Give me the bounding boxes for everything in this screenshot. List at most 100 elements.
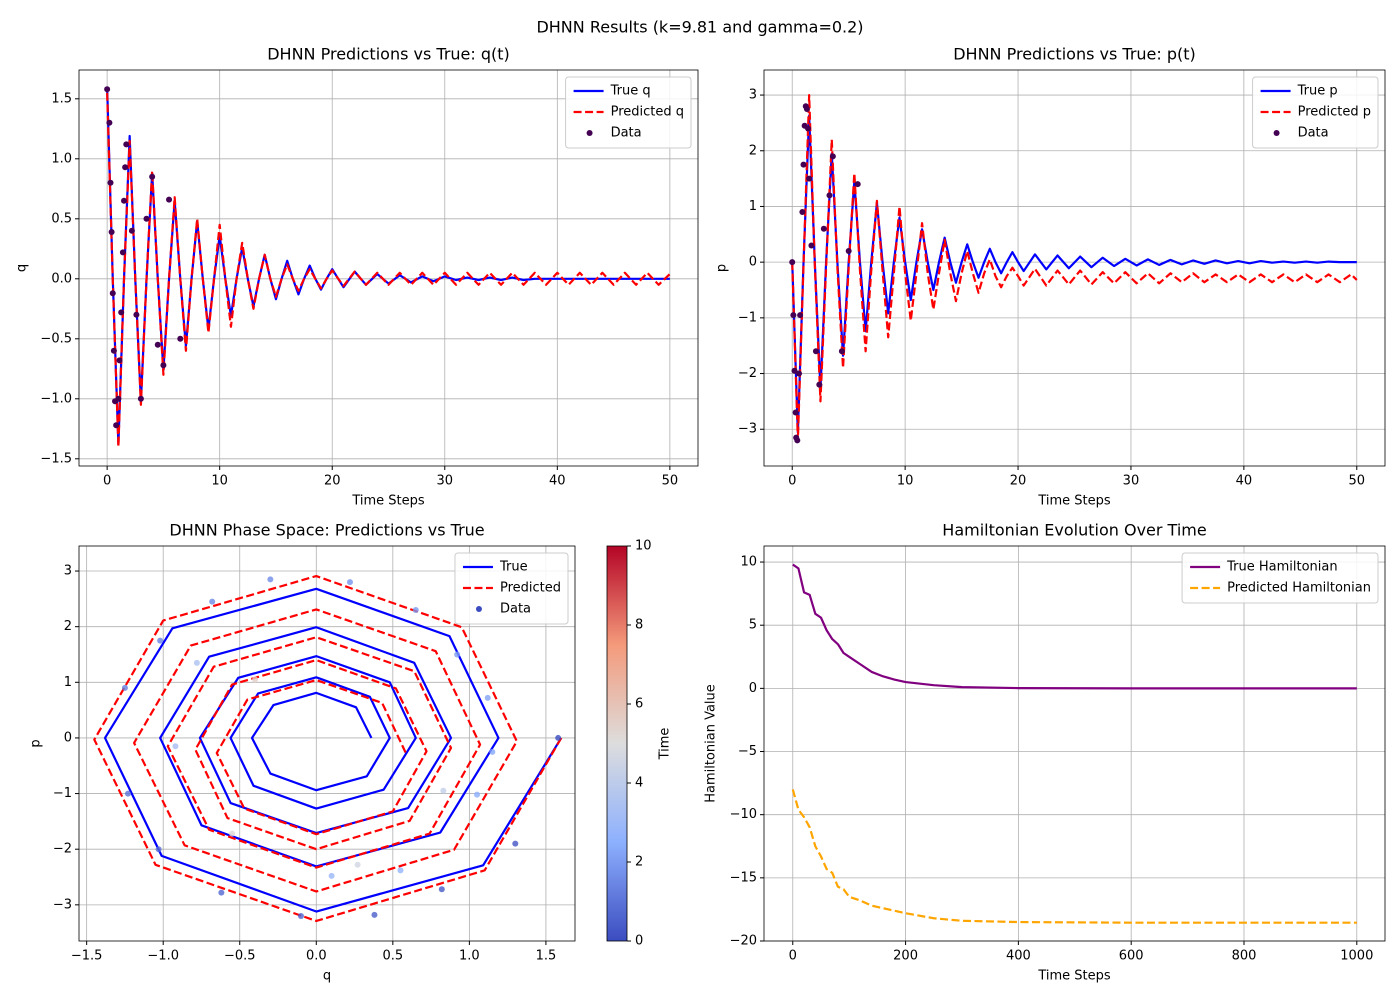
legend-label: Data	[500, 602, 531, 617]
data-point	[371, 911, 378, 918]
y-tick-label: 3	[64, 564, 72, 579]
data-point	[155, 846, 162, 853]
subplot-title: DHNN Phase Space: Predictions vs True	[169, 521, 484, 540]
data-point	[826, 192, 833, 199]
x-tick-label: 200	[893, 949, 918, 964]
x-tick-label: −1.0	[147, 949, 179, 964]
y-tick-label: 5	[749, 618, 757, 633]
series-line	[792, 563, 1357, 690]
data-point	[489, 748, 496, 755]
y-tick-label: 0.5	[51, 211, 72, 226]
data-point	[789, 259, 796, 266]
data-point	[149, 173, 156, 180]
data-point	[154, 341, 161, 348]
colorbar-tick-label: 0	[635, 934, 643, 949]
x-tick-label: 40	[549, 474, 566, 489]
x-axis-label: q	[323, 969, 331, 984]
legend-marker	[1273, 130, 1280, 136]
colorbar-tick-label: 2	[635, 855, 643, 870]
x-tick-label: 0.5	[382, 949, 403, 964]
axes-frame	[78, 69, 699, 467]
legend-label: Predicted Hamiltonian	[1227, 581, 1371, 596]
data-point	[108, 229, 115, 235]
x-tick-label: 20	[1010, 474, 1027, 489]
y-tick-label: −15	[730, 870, 757, 885]
data-point	[412, 606, 419, 613]
y-tick-label: 2	[64, 619, 72, 634]
x-tick-label: −0.5	[224, 949, 256, 964]
series-line	[791, 93, 1358, 442]
data-point	[109, 290, 116, 297]
axes-frame	[78, 545, 576, 942]
data-point	[854, 181, 861, 188]
y-tick-label: 3	[749, 88, 757, 103]
y-axis-label: p	[29, 739, 44, 747]
data-point	[794, 437, 801, 444]
legend-label: Predicted	[500, 581, 561, 596]
data-point	[805, 125, 812, 132]
subplot-title: DHNN Predictions vs True: q(t)	[267, 45, 510, 64]
data-point	[816, 381, 823, 388]
legend: True Predicted Data	[454, 552, 569, 625]
data-point	[160, 362, 167, 369]
data-point	[845, 248, 852, 255]
y-tick-label: −2	[738, 366, 757, 381]
colorbar-label: Time	[658, 728, 673, 761]
data-point	[166, 196, 173, 203]
data-point	[796, 370, 803, 377]
legend-label: Data	[611, 126, 642, 141]
data-point	[143, 215, 150, 222]
colorbar-tick-label: 6	[635, 697, 643, 712]
data-point	[474, 791, 481, 798]
y-tick-label: 0.0	[51, 271, 72, 286]
data-point	[123, 141, 130, 148]
series-line	[106, 92, 671, 448]
data-point	[133, 311, 140, 318]
legend-marker	[586, 130, 593, 136]
data-point	[119, 249, 126, 256]
data-point	[104, 86, 111, 93]
x-tick-label: 1000	[1340, 949, 1373, 964]
y-tick-label: 10	[740, 555, 757, 570]
x-tick-label: 400	[1006, 949, 1031, 964]
y-tick-label: −10	[730, 807, 757, 822]
x-axis-label: Time Steps	[1037, 969, 1111, 984]
y-tick-label: 1.5	[51, 91, 72, 106]
data-point	[115, 395, 122, 402]
legend-label: True Hamiltonian	[1226, 560, 1337, 575]
legend-box	[1181, 552, 1379, 604]
y-tick-label: 1	[749, 199, 757, 214]
figure-title: DHNN Results (k=9.81 and gamma=0.2)	[536, 18, 863, 37]
data-point	[107, 179, 114, 186]
x-tick-label: 20	[324, 474, 341, 489]
y-tick-label: 0	[64, 730, 72, 745]
data-point	[118, 309, 125, 316]
x-axis-label: Time Steps	[351, 494, 425, 509]
data-point	[110, 347, 117, 354]
x-tick-label: 40	[1236, 474, 1253, 489]
x-tick-label: 50	[662, 474, 679, 489]
y-tick-label: −1	[738, 310, 757, 325]
data-point	[177, 335, 184, 342]
x-tick-label: 30	[436, 474, 453, 489]
legend: True Hamiltonian Predicted Hamiltonian	[1181, 552, 1379, 604]
data-point	[218, 889, 225, 896]
legend-label: True p	[1297, 84, 1338, 99]
x-tick-label: 50	[1348, 474, 1365, 489]
x-tick-label: 800	[1232, 949, 1257, 964]
x-tick-label: 1.5	[536, 949, 557, 964]
data-point	[113, 422, 120, 429]
y-tick-label: −5	[738, 744, 757, 759]
x-tick-label: 0	[788, 474, 796, 489]
data-point	[121, 684, 128, 691]
y-tick-label: −3	[738, 422, 757, 437]
data-point	[797, 312, 804, 319]
data-point	[157, 637, 164, 644]
data-point	[820, 225, 827, 232]
y-axis-label: Hamiltonian Value	[704, 684, 719, 803]
x-tick-label: 1.0	[459, 949, 480, 964]
data-point	[829, 153, 836, 160]
data-point	[128, 227, 135, 234]
